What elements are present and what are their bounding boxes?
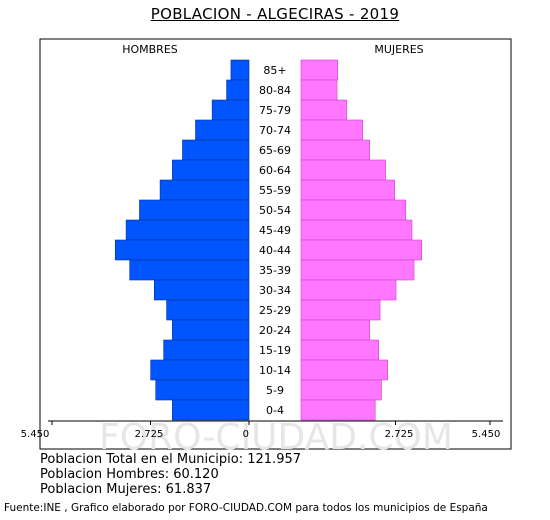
bar-hombres-40-44 xyxy=(114,239,250,261)
x-tick-label: 2.725 xyxy=(385,429,414,440)
bar-mujeres-10-14 xyxy=(300,359,388,381)
bar-mujeres-80-84 xyxy=(300,79,338,101)
x-ticks-group: 5.450 2.725 0 2.725 5.450 xyxy=(21,421,501,440)
age-label-75-79: 75-79 xyxy=(259,104,291,117)
bar-hombres-20-24 xyxy=(172,319,250,341)
bar-mujeres-65-69 xyxy=(300,139,370,161)
total-population: Poblacion Total en el Municipio: 121.957 xyxy=(40,452,302,467)
age-label-40-44: 40-44 xyxy=(259,244,291,257)
bar-mujeres-0-4 xyxy=(300,399,376,421)
bar-mujeres-60-64 xyxy=(300,159,386,181)
bar-hombres-55-59 xyxy=(159,179,250,201)
age-label-0-4: 0-4 xyxy=(266,404,284,417)
population-stats: Poblacion Total en el Municipio: 121.957… xyxy=(40,452,301,497)
bar-hombres-5-9 xyxy=(155,379,250,401)
age-label-45-49: 45-49 xyxy=(259,224,291,237)
bar-mujeres-75-79 xyxy=(300,99,348,121)
bar-mujeres-55-59 xyxy=(300,179,395,201)
x-tick-label: 0 xyxy=(243,429,249,440)
x-tick-label: 2.725 xyxy=(135,429,164,440)
age-label-35-39: 35-39 xyxy=(259,264,291,277)
bar-mujeres-45-49 xyxy=(300,219,413,241)
bar-hombres-15-19 xyxy=(163,339,250,361)
bar-mujeres-85+ xyxy=(300,59,339,81)
bar-hombres-70-74 xyxy=(195,119,250,141)
age-label-65-69: 65-69 xyxy=(259,144,291,157)
bar-mujeres-35-39 xyxy=(300,259,415,281)
bar-hombres-65-69 xyxy=(182,139,250,161)
age-label-20-24: 20-24 xyxy=(259,324,291,337)
bar-hombres-45-49 xyxy=(125,219,250,241)
x-tick-label: 5.450 xyxy=(21,429,50,440)
age-label-25-29: 25-29 xyxy=(259,304,291,317)
age-label-60-64: 60-64 xyxy=(259,164,291,177)
bar-mujeres-20-24 xyxy=(300,319,370,341)
bar-hombres-30-34 xyxy=(153,279,250,301)
women-population: Poblacion Mujeres: 61.837 xyxy=(40,482,212,497)
age-label-80-84: 80-84 xyxy=(259,84,291,97)
hombres-label: HOMBRES xyxy=(122,43,178,56)
watermark: FORO-CIUDAD.COM xyxy=(99,417,453,458)
bar-mujeres-50-54 xyxy=(300,199,407,221)
mujeres-label: MUJERES xyxy=(374,43,423,56)
bar-hombres-50-54 xyxy=(139,199,250,221)
bars-group xyxy=(114,59,422,421)
bar-mujeres-40-44 xyxy=(300,239,422,261)
age-label-30-34: 30-34 xyxy=(259,284,291,297)
bar-mujeres-5-9 xyxy=(300,379,382,401)
population-pyramid-chart: FORO-CIUDAD.COM HOMBRES MUJERES 85+ 80-84… xyxy=(21,38,512,458)
bar-hombres-25-29 xyxy=(166,299,250,321)
bar-mujeres-25-29 xyxy=(300,299,381,321)
bar-hombres-80-84 xyxy=(226,79,250,101)
bar-mujeres-30-34 xyxy=(300,279,397,301)
age-label-50-54: 50-54 xyxy=(259,204,291,217)
men-population: Poblacion Hombres: 60.120 xyxy=(40,467,219,482)
age-label-85+: 85+ xyxy=(263,64,286,77)
age-labels-group: 85+ 80-84 75-79 70-74 65-69 60-64 55-59 50-54 45… xyxy=(259,64,291,417)
age-label-55-59: 55-59 xyxy=(259,184,291,197)
x-tick-label: 5.450 xyxy=(472,429,501,440)
chart-title: POBLACION - ALGECIRAS - 2019 xyxy=(150,5,400,23)
bar-hombres-75-79 xyxy=(211,99,250,121)
bar-hombres-60-64 xyxy=(172,159,250,181)
source-note: Fuente:INE , Grafico elaborado por FORO-… xyxy=(4,502,488,514)
age-label-5-9: 5-9 xyxy=(266,384,284,397)
bar-hombres-10-14 xyxy=(150,359,250,381)
bar-hombres-0-4 xyxy=(172,399,250,421)
bar-hombres-35-39 xyxy=(129,259,250,281)
bar-hombres-85+ xyxy=(230,59,250,81)
age-label-15-19: 15-19 xyxy=(259,344,291,357)
bar-mujeres-70-74 xyxy=(300,119,364,141)
age-label-70-74: 70-74 xyxy=(259,124,291,137)
age-label-10-14: 10-14 xyxy=(259,364,291,377)
bar-mujeres-15-19 xyxy=(300,339,379,361)
